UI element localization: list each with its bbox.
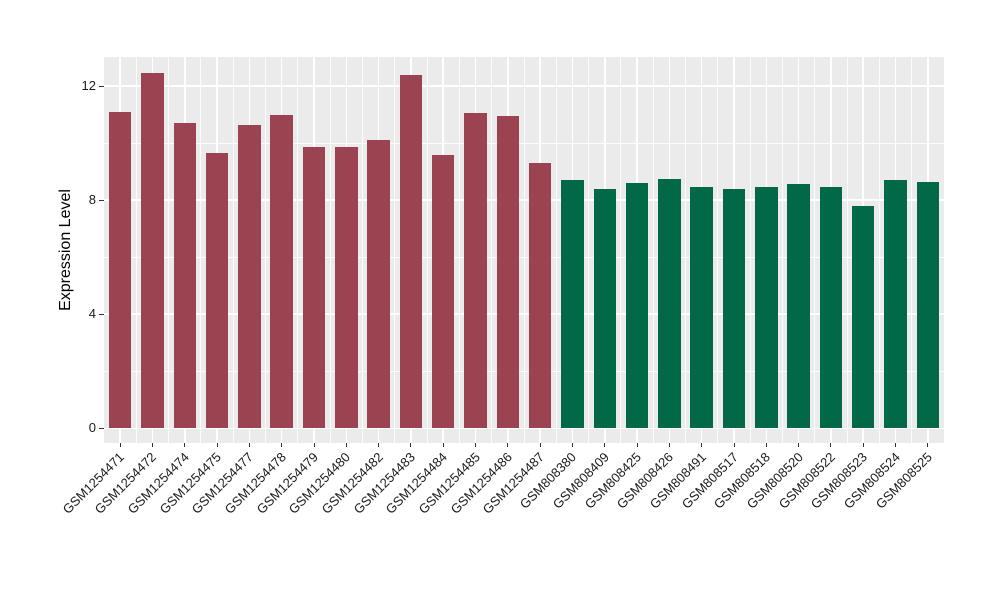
bar xyxy=(851,205,875,429)
bar xyxy=(690,187,713,429)
y-axis-tick xyxy=(99,313,104,315)
y-tick-label: 0 xyxy=(88,420,96,436)
gridline-minor-v xyxy=(297,57,299,443)
gridline-minor-v xyxy=(361,57,363,443)
x-axis-tick xyxy=(442,443,444,447)
bar xyxy=(528,163,552,429)
y-axis-tick xyxy=(99,199,104,201)
bar xyxy=(302,147,326,429)
bar xyxy=(593,188,617,429)
gridline-minor-v xyxy=(135,57,137,443)
x-axis-tick xyxy=(927,443,929,447)
gridline-minor-v xyxy=(652,57,654,443)
gridline-minor-v xyxy=(458,57,460,443)
x-axis-tick xyxy=(895,443,897,447)
y-tick-label: 8 xyxy=(88,192,96,208)
gridline-major-h xyxy=(104,85,944,87)
x-axis-tick xyxy=(313,443,315,447)
gridline-minor-v xyxy=(620,57,622,443)
plot-panel xyxy=(104,57,944,443)
gridline-minor-v xyxy=(878,57,880,443)
gridline-minor-v xyxy=(846,57,848,443)
bar xyxy=(335,147,358,429)
bar xyxy=(108,111,132,429)
bar xyxy=(561,180,584,429)
bar xyxy=(722,188,746,429)
gridline-minor-v xyxy=(394,57,396,443)
x-axis-tick xyxy=(798,443,800,447)
gridline-minor-v xyxy=(781,57,783,443)
x-axis-tick xyxy=(151,443,153,447)
x-axis-tick xyxy=(636,443,638,447)
bar xyxy=(173,123,197,429)
bar xyxy=(625,183,649,429)
x-axis-tick xyxy=(668,443,670,447)
gridline-major-h xyxy=(104,427,944,430)
x-axis-tick xyxy=(862,443,864,447)
y-axis-tick xyxy=(99,427,104,429)
x-axis-tick xyxy=(281,443,283,447)
gridline-minor-v xyxy=(685,57,687,443)
bar xyxy=(399,74,423,429)
bar xyxy=(916,181,940,429)
gridline-minor-v xyxy=(491,57,493,443)
gridline-minor-v xyxy=(168,57,170,443)
x-axis-tick xyxy=(184,443,186,447)
x-axis-tick xyxy=(345,443,347,447)
x-axis-tick xyxy=(830,443,832,447)
x-axis-tick xyxy=(539,443,541,447)
gridline-major-h xyxy=(104,199,944,201)
y-tick-label: 12 xyxy=(81,78,96,94)
gridline-minor-v xyxy=(911,57,913,443)
gridline-minor-v xyxy=(555,57,557,443)
x-axis-tick xyxy=(571,443,573,447)
gridline-minor-v xyxy=(426,57,428,443)
gridline-minor-v xyxy=(232,57,234,443)
gridline-major-h xyxy=(104,313,944,315)
x-axis-tick xyxy=(216,443,218,447)
gridline-minor-v xyxy=(329,57,331,443)
bar xyxy=(431,154,455,429)
x-axis-tick xyxy=(248,443,250,447)
gridline-minor-v xyxy=(717,57,719,443)
bar xyxy=(367,140,390,429)
bar xyxy=(755,187,778,429)
bar xyxy=(141,73,164,429)
x-axis-tick xyxy=(378,443,380,447)
bar xyxy=(787,184,810,429)
y-tick-label: 4 xyxy=(88,306,96,322)
bar xyxy=(238,124,261,429)
bar xyxy=(270,114,293,429)
bar xyxy=(819,187,843,429)
bar xyxy=(884,180,907,429)
gridline-minor-v xyxy=(200,57,202,443)
gridline-minor-v xyxy=(523,57,525,443)
gridline-minor-v xyxy=(588,57,590,443)
x-axis-tick xyxy=(604,443,606,447)
x-axis-tick xyxy=(475,443,477,447)
bar xyxy=(205,153,229,429)
gridline-minor-v xyxy=(265,57,267,443)
gridline-minor-v xyxy=(814,57,816,443)
bar xyxy=(658,178,681,429)
x-axis-tick xyxy=(765,443,767,447)
expression-bar-chart: Expression Level 0 4 8 12 GSM1254471 GSM12544… xyxy=(57,57,944,517)
x-axis-tick xyxy=(410,443,412,447)
y-axis-tick xyxy=(99,85,104,87)
x-axis-tick xyxy=(119,443,121,447)
bar xyxy=(464,113,487,429)
bar xyxy=(496,116,520,429)
gridline-minor-v xyxy=(749,57,751,443)
x-axis-tick xyxy=(701,443,703,447)
x-axis-tick xyxy=(733,443,735,447)
x-axis-tick xyxy=(507,443,509,447)
